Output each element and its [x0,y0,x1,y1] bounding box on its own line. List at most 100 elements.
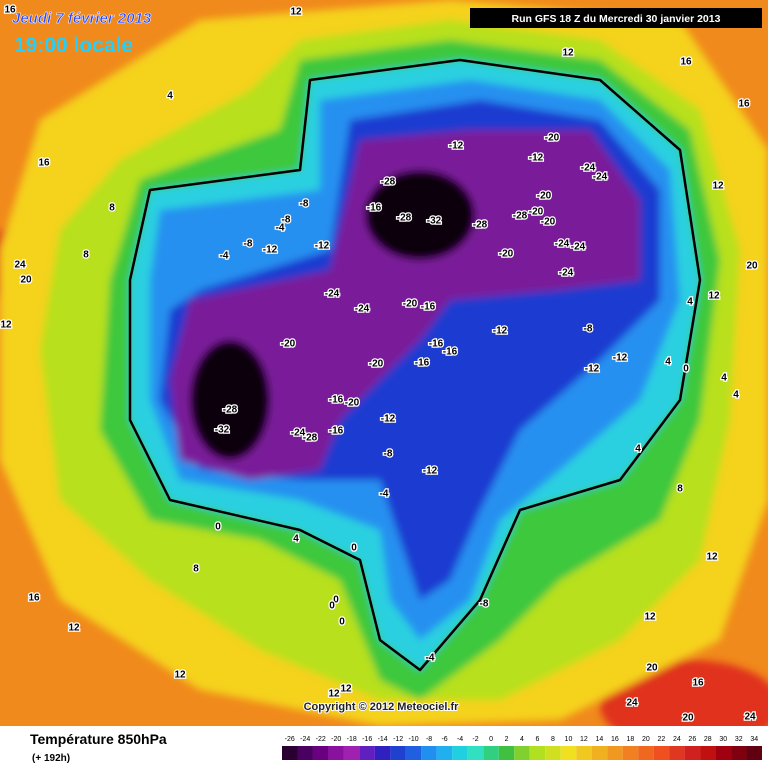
contour-label: 12 [0,320,12,331]
contour-label: -8 [282,215,291,226]
scale-swatch [638,746,654,760]
scale-label: -12 [393,736,403,743]
scale-label: -20 [331,736,341,743]
contour-label: -24 [559,268,574,279]
scale-swatch [684,746,701,760]
scale-label: 16 [611,736,619,743]
contour-label: -24 [581,163,596,174]
contour-label: 4 [293,534,299,545]
contour-label: -16 [429,339,444,350]
scale-swatch [359,746,375,760]
contour-label: 16 [680,57,692,68]
contour-label: -8 [384,449,393,460]
scale-swatch [700,746,716,760]
contour-label: -4 [380,489,389,500]
contour-label: -20 [369,359,384,370]
scale-swatch [576,746,592,760]
scale-swatch [669,746,685,760]
contour-label: 0 [333,595,339,606]
scale-label: 0 [489,736,493,743]
contour-label: 4 [733,390,739,401]
scale-label: 12 [580,736,588,743]
contour-label: 16 [738,99,750,110]
scale-label: -8 [426,736,432,743]
scale-label: 26 [688,736,696,743]
scale-label: 4 [520,736,524,743]
contour-label: 12 [706,552,718,563]
contour-label: -20 [345,398,360,409]
contour-label: 12 [712,181,724,192]
contour-label: 4 [167,91,173,102]
scale-swatch [483,746,499,760]
contour-label: -24 [555,239,570,250]
contour-label: 0 [351,543,357,554]
contour-label: -20 [281,339,296,350]
contour-label: 8 [677,484,683,495]
contour-label: -8 [584,324,593,335]
contour-label: -12 [493,326,508,337]
contour-label: 8 [109,203,115,214]
contour-label: -4 [220,251,229,262]
contour-label: 8 [193,564,199,575]
contour-label: -28 [381,177,396,188]
scale-swatch [282,746,298,760]
scale-label: -14 [378,736,388,743]
contour-label: 16 [4,5,16,16]
scale-swatch [374,746,391,760]
contour-label: -24 [571,242,586,253]
contour-label: 20 [20,275,32,286]
run: Run GFS 18 Z du Mercredi 30 janvier 2013 [512,13,721,25]
scale-swatch [529,746,546,760]
scale-label: 34 [750,736,758,743]
contour-label: -16 [415,358,430,369]
scale-label: -22 [316,736,326,743]
scale-swatch [328,746,344,760]
scale-swatch [653,746,670,760]
contour-label: 12 [328,689,340,700]
contour-label: -20 [545,133,560,144]
contour-label: -12 [529,153,544,164]
contour-label: 24 [744,712,756,723]
contour-label: -28 [223,405,238,416]
contour-label: -12 [613,353,628,364]
scale-swatch [514,746,530,760]
scale-swatch [421,746,437,760]
contour-label: 24 [626,698,638,709]
contour-label: -12 [585,364,600,375]
scale-swatch [746,746,762,760]
contour-label: -20 [403,299,418,310]
contour-label: 16 [28,593,40,604]
contour-label: 12 [708,291,720,302]
contour-label: 4 [721,373,727,384]
contour-label: -4 [276,223,285,234]
contour-label: 12 [68,623,80,634]
scale-label: 10 [565,736,573,743]
scale-label: -2 [472,736,478,743]
contour-label: 0 [329,601,335,612]
contour-label: -16 [421,302,436,313]
copyright: Copyright © 2012 Meteociel.fr [304,701,460,713]
scale-label: -24 [300,736,310,743]
contour-label: -16 [329,426,344,437]
contour-label: 4 [687,297,693,308]
scale-label: 2 [505,736,509,743]
contour-label: -4 [426,653,435,664]
date: Jeudi 7 février 2013 [12,10,152,27]
scale-swatch [312,746,329,760]
contour-label: -8 [244,239,253,250]
scale-swatch [390,746,406,760]
scale-swatch [731,746,747,760]
contour-label: 20 [682,713,694,724]
contour-label: 0 [683,364,689,375]
contour-label: -8 [480,599,489,610]
scale-swatch [467,746,484,760]
contour-label: -24 [355,304,370,315]
contour-label: -28 [397,213,412,224]
contour-label: 20 [746,261,758,272]
scale-swatch [607,746,623,760]
scale-label: 30 [719,736,727,743]
scale-swatch [622,746,639,760]
scale-label: 22 [657,736,665,743]
contour-label: 12 [290,7,302,18]
